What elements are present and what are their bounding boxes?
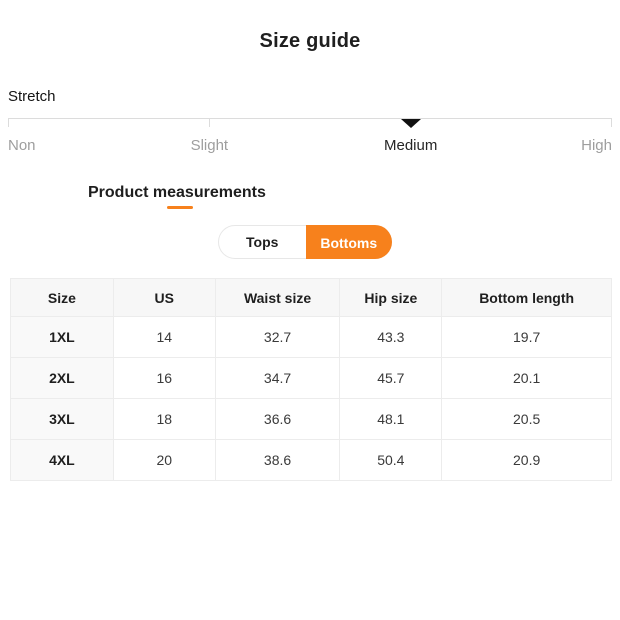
value-cell: 20.1 — [441, 357, 612, 399]
value-cell: 36.6 — [214, 398, 341, 440]
column-header-us: US — [112, 278, 216, 317]
table-row: 4XL 20 38.6 50.4 20.9 — [10, 439, 612, 481]
value-cell: 43.3 — [339, 316, 443, 358]
value-cell: 32.7 — [214, 316, 341, 358]
size-cell: 3XL — [10, 398, 114, 440]
value-cell: 48.1 — [339, 398, 443, 440]
value-cell: 34.7 — [214, 357, 341, 399]
tab-bottoms[interactable]: Bottoms — [305, 225, 392, 259]
value-cell: 19.7 — [441, 316, 612, 358]
column-header-waist-size: Waist size — [214, 278, 341, 317]
tops-bottoms-toggle: Tops Bottoms — [218, 225, 392, 259]
stretch-section-label: Stretch — [8, 88, 56, 105]
page-title: Size guide — [259, 30, 361, 52]
stretch-marker-icon — [400, 119, 421, 128]
value-cell: 20.5 — [441, 398, 612, 440]
size-cell: 1XL — [10, 316, 114, 358]
stretch-tick — [611, 118, 612, 127]
value-cell: 45.7 — [339, 357, 443, 399]
column-header-hip-size: Hip size — [339, 278, 443, 317]
heading-accent-underline — [167, 206, 193, 209]
table-header-row: Size US Waist size Hip size Bottom length — [10, 278, 612, 317]
stretch-option-slight: Slight — [190, 137, 229, 154]
table-row: 3XL 18 36.6 48.1 20.5 — [10, 398, 612, 440]
value-cell: 14 — [112, 316, 216, 358]
value-cell: 16 — [112, 357, 216, 399]
stretch-labels: Non Slight Medium High — [8, 137, 612, 155]
stretch-option-non: Non — [8, 137, 36, 154]
table-row: 1XL 14 32.7 43.3 19.7 — [10, 316, 612, 358]
measurements-table: Size US Waist size Hip size Bottom length 1X… — [10, 278, 612, 481]
stretch-indicator: Non Slight Medium High — [8, 118, 612, 164]
value-cell: 50.4 — [339, 439, 443, 481]
stretch-tick — [8, 118, 9, 127]
table-row: 2XL 16 34.7 45.7 20.1 — [10, 357, 612, 399]
stretch-option-medium: Medium — [383, 137, 438, 154]
size-cell: 2XL — [10, 357, 114, 399]
value-cell: 38.6 — [214, 439, 341, 481]
value-cell: 20 — [112, 439, 216, 481]
size-cell: 4XL — [10, 439, 114, 481]
column-header-bottom-length: Bottom length — [441, 278, 612, 317]
table-body: 1XL 14 32.7 43.3 19.7 2XL 16 34.7 45.7 20.1 3XL 18 3… — [10, 316, 612, 481]
value-cell: 18 — [112, 398, 216, 440]
column-header-size: Size — [10, 278, 114, 317]
stretch-tick — [209, 118, 211, 127]
product-measurements-heading: Product measurements — [88, 184, 266, 201]
value-cell: 20.9 — [441, 439, 612, 481]
stretch-option-high: High — [581, 137, 612, 154]
tab-tops[interactable]: Tops — [219, 226, 306, 258]
stretch-track — [8, 118, 612, 119]
